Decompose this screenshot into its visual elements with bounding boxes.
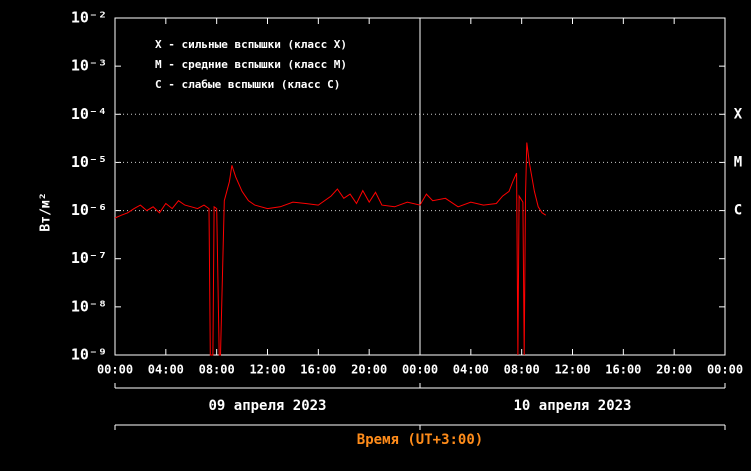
x-tick-label: 08:00 [199, 363, 235, 377]
y-tick-label: 10⁻³ [71, 57, 107, 75]
x-tick-label: 12:00 [249, 363, 285, 377]
x-tick-label: 16:00 [300, 363, 336, 377]
x-tick-label: 20:00 [351, 363, 387, 377]
x-tick-label: 04:00 [453, 363, 489, 377]
x-tick-label: 04:00 [148, 363, 184, 377]
x-tick-label: 00:00 [707, 363, 743, 377]
legend-entry: X - сильные вспышки (класс X) [155, 38, 347, 51]
y-axis-title: Вт/м² [39, 192, 54, 231]
x-tick-label: 16:00 [605, 363, 641, 377]
y-tick-label: 10⁻⁴ [71, 105, 107, 123]
x-tick-label: 08:00 [504, 363, 540, 377]
y-tick-label: 10⁻⁵ [71, 153, 107, 171]
x-tick-label: 00:00 [402, 363, 438, 377]
legend-entry: C - слабые вспышки (класс C) [155, 78, 340, 91]
x-tick-label: 00:00 [97, 363, 133, 377]
flux-line [114, 142, 547, 356]
y-tick-label: 10⁻⁶ [71, 201, 107, 219]
y-tick-label: 10⁻⁹ [71, 346, 107, 364]
x-axis-title: Время (UT+3:00) [357, 432, 483, 448]
y-tick-label: 10⁻² [71, 9, 107, 27]
class-level-label: X [734, 106, 743, 122]
x-tick-label: 20:00 [656, 363, 692, 377]
legend-entry: M - средние вспышки (класс M) [155, 58, 347, 71]
day-label: 09 апреля 2023 [208, 398, 326, 414]
day-label: 10 апреля 2023 [513, 398, 631, 414]
y-tick-label: 10⁻⁸ [71, 297, 107, 315]
y-tick-label: 10⁻⁷ [71, 249, 107, 267]
class-level-label: M [734, 154, 742, 170]
class-level-label: C [734, 203, 742, 219]
x-tick-label: 12:00 [554, 363, 590, 377]
